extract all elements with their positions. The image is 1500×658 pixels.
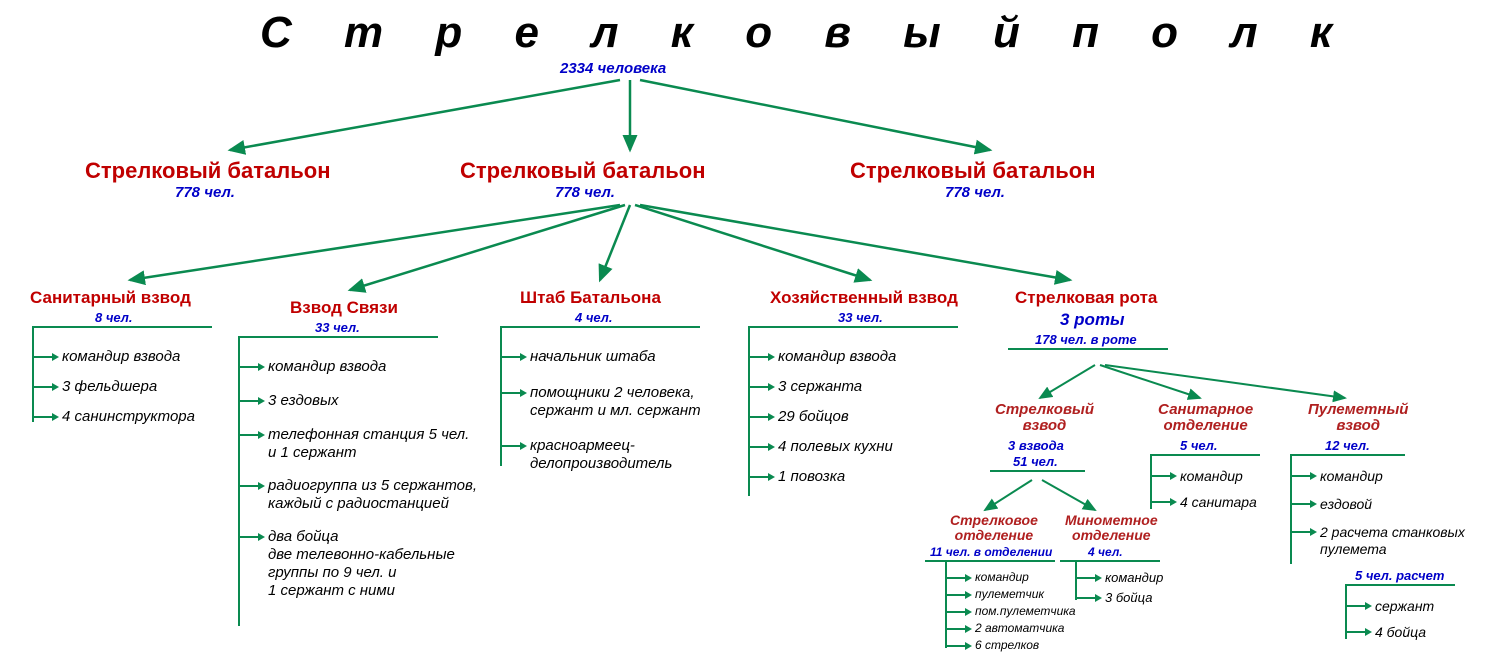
list-item: 4 бойца	[1375, 624, 1426, 641]
strelk-vzvod-c2: 51 чел.	[1013, 454, 1058, 469]
list-item: 4 санитара	[1180, 494, 1257, 511]
list-item: начальник штаба	[530, 348, 656, 366]
list-item: 3 ездовых	[268, 392, 339, 410]
list-item: командир взвода	[778, 348, 896, 366]
shtab-title: Штаб Батальона	[520, 288, 661, 308]
list-item: командир взвода	[268, 358, 386, 376]
list-item: командир взвода	[62, 348, 180, 366]
battalion-center-count: 778 чел.	[555, 184, 615, 201]
list-item: радиогруппа из 5 сержантов,каждый с ради…	[268, 477, 477, 513]
arrow-layer	[0, 0, 1500, 658]
list-item: командир	[1180, 468, 1243, 485]
list-item: сержант	[1375, 598, 1434, 615]
battalion-center-title: Стрелковый батальон	[460, 158, 705, 184]
battalion-right-title: Стрелковый батальон	[850, 158, 1095, 184]
rota-count: 178 чел. в роте	[1035, 332, 1137, 347]
san-title: Санитарный взвод	[30, 288, 191, 308]
minomet-otd-title: Минометноеотделение	[1065, 513, 1158, 543]
list-item: пом.пулеметчика	[975, 604, 1076, 619]
list-item: красноармеец-делопроизводитель	[530, 437, 672, 473]
svyaz-title: Взвод Связи	[290, 298, 398, 318]
list-item: 4 санинструктора	[62, 408, 195, 426]
strelk-otd-count: 11 чел. в отделении	[930, 545, 1052, 559]
list-item: 6 стрелков	[975, 638, 1039, 653]
san-underline	[32, 326, 212, 328]
root-count: 2334 человека	[560, 60, 666, 77]
list-item: пулеметчик	[975, 587, 1044, 602]
list-item: 4 полевых кухни	[778, 438, 893, 456]
battalion-right-count: 778 чел.	[945, 184, 1005, 201]
list-item: 3 сержанта	[778, 378, 862, 396]
list-item: 2 автоматчика	[975, 621, 1064, 636]
list-item: 1 повозка	[778, 468, 845, 486]
strelk-vzvod-underline	[990, 470, 1085, 472]
list-item: ездовой	[1320, 496, 1372, 513]
org-chart: { "type": "tree", "colors": { "backgroun…	[0, 0, 1500, 658]
strelk-vzvod-title: Стрелковыйвзвод	[995, 402, 1094, 434]
strelk-vzvod-c1: 3 взвода	[1008, 438, 1064, 453]
rota-underline	[1008, 348, 1168, 350]
pul-vzvod-title: Пулеметныйвзвод	[1308, 402, 1408, 434]
rota-title: Стрелковая рота	[1015, 288, 1157, 308]
san-vline	[32, 326, 34, 422]
san-otd-title: Санитарноеотделение	[1158, 402, 1253, 434]
hoz-count: 33 чел.	[838, 310, 883, 325]
battalion-left-title: Стрелковый батальон	[85, 158, 330, 184]
shtab-count: 4 чел.	[575, 310, 613, 325]
list-item: два бойцадве телевонно-кабельныегруппы п…	[268, 528, 455, 600]
list-item: 29 бойцов	[778, 408, 849, 426]
pul-raschet-title: 5 чел. расчет	[1355, 568, 1444, 583]
svyaz-count: 33 чел.	[315, 320, 360, 335]
list-item: помощники 2 человека,сержант и мл. сержа…	[530, 384, 701, 420]
list-item: телефонная станция 5 чел.и 1 сержант	[268, 426, 469, 462]
hoz-title: Хозяйственный взвод	[770, 288, 958, 308]
hoz-underline	[748, 326, 958, 328]
shtab-underline	[500, 326, 700, 328]
svyaz-underline	[238, 336, 438, 338]
san-count: 8 чел.	[95, 310, 133, 325]
rota-subtitle: 3 роты	[1060, 310, 1125, 330]
list-item: 3 бойца	[1105, 590, 1152, 606]
list-item: 3 фельдшера	[62, 378, 157, 396]
battalion-left-count: 778 чел.	[175, 184, 235, 201]
pul-raschet-underline	[1345, 584, 1455, 586]
list-item: 2 расчета станковыхпулемета	[1320, 524, 1465, 558]
strelk-otd-title: Стрелковоеотделение	[950, 513, 1038, 543]
list-item: командир	[1320, 468, 1383, 485]
list-item: командир	[975, 570, 1029, 585]
list-item: командир	[1105, 570, 1163, 586]
pul-vzvod-count: 12 чел.	[1325, 438, 1370, 453]
san-otd-underline	[1150, 454, 1260, 456]
san-otd-count: 5 чел.	[1180, 438, 1218, 453]
pul-vzvod-underline	[1290, 454, 1405, 456]
minomet-otd-count: 4 чел.	[1088, 545, 1123, 559]
root-title: С т р е л к о в ы й п о л к	[260, 8, 1352, 58]
